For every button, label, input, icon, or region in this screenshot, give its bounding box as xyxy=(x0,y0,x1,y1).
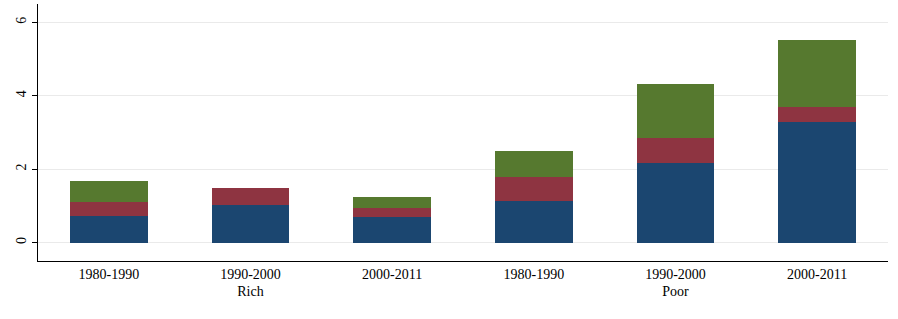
svg-text:Rich: Rich xyxy=(237,284,263,299)
svg-text:1980-1990: 1980-1990 xyxy=(78,267,139,282)
svg-text:1990-2000: 1990-2000 xyxy=(645,267,706,282)
svg-text:1980-1990: 1980-1990 xyxy=(503,267,564,282)
svg-text:1990-2000: 1990-2000 xyxy=(220,267,281,282)
svg-text:2000-2011: 2000-2011 xyxy=(787,267,847,282)
svg-text:Poor: Poor xyxy=(662,284,689,299)
svg-text:2: 2 xyxy=(14,164,29,171)
svg-text:4: 4 xyxy=(14,90,29,97)
svg-text:0: 0 xyxy=(14,237,29,244)
svg-text:2000-2011: 2000-2011 xyxy=(362,267,422,282)
svg-text:6: 6 xyxy=(14,17,29,24)
